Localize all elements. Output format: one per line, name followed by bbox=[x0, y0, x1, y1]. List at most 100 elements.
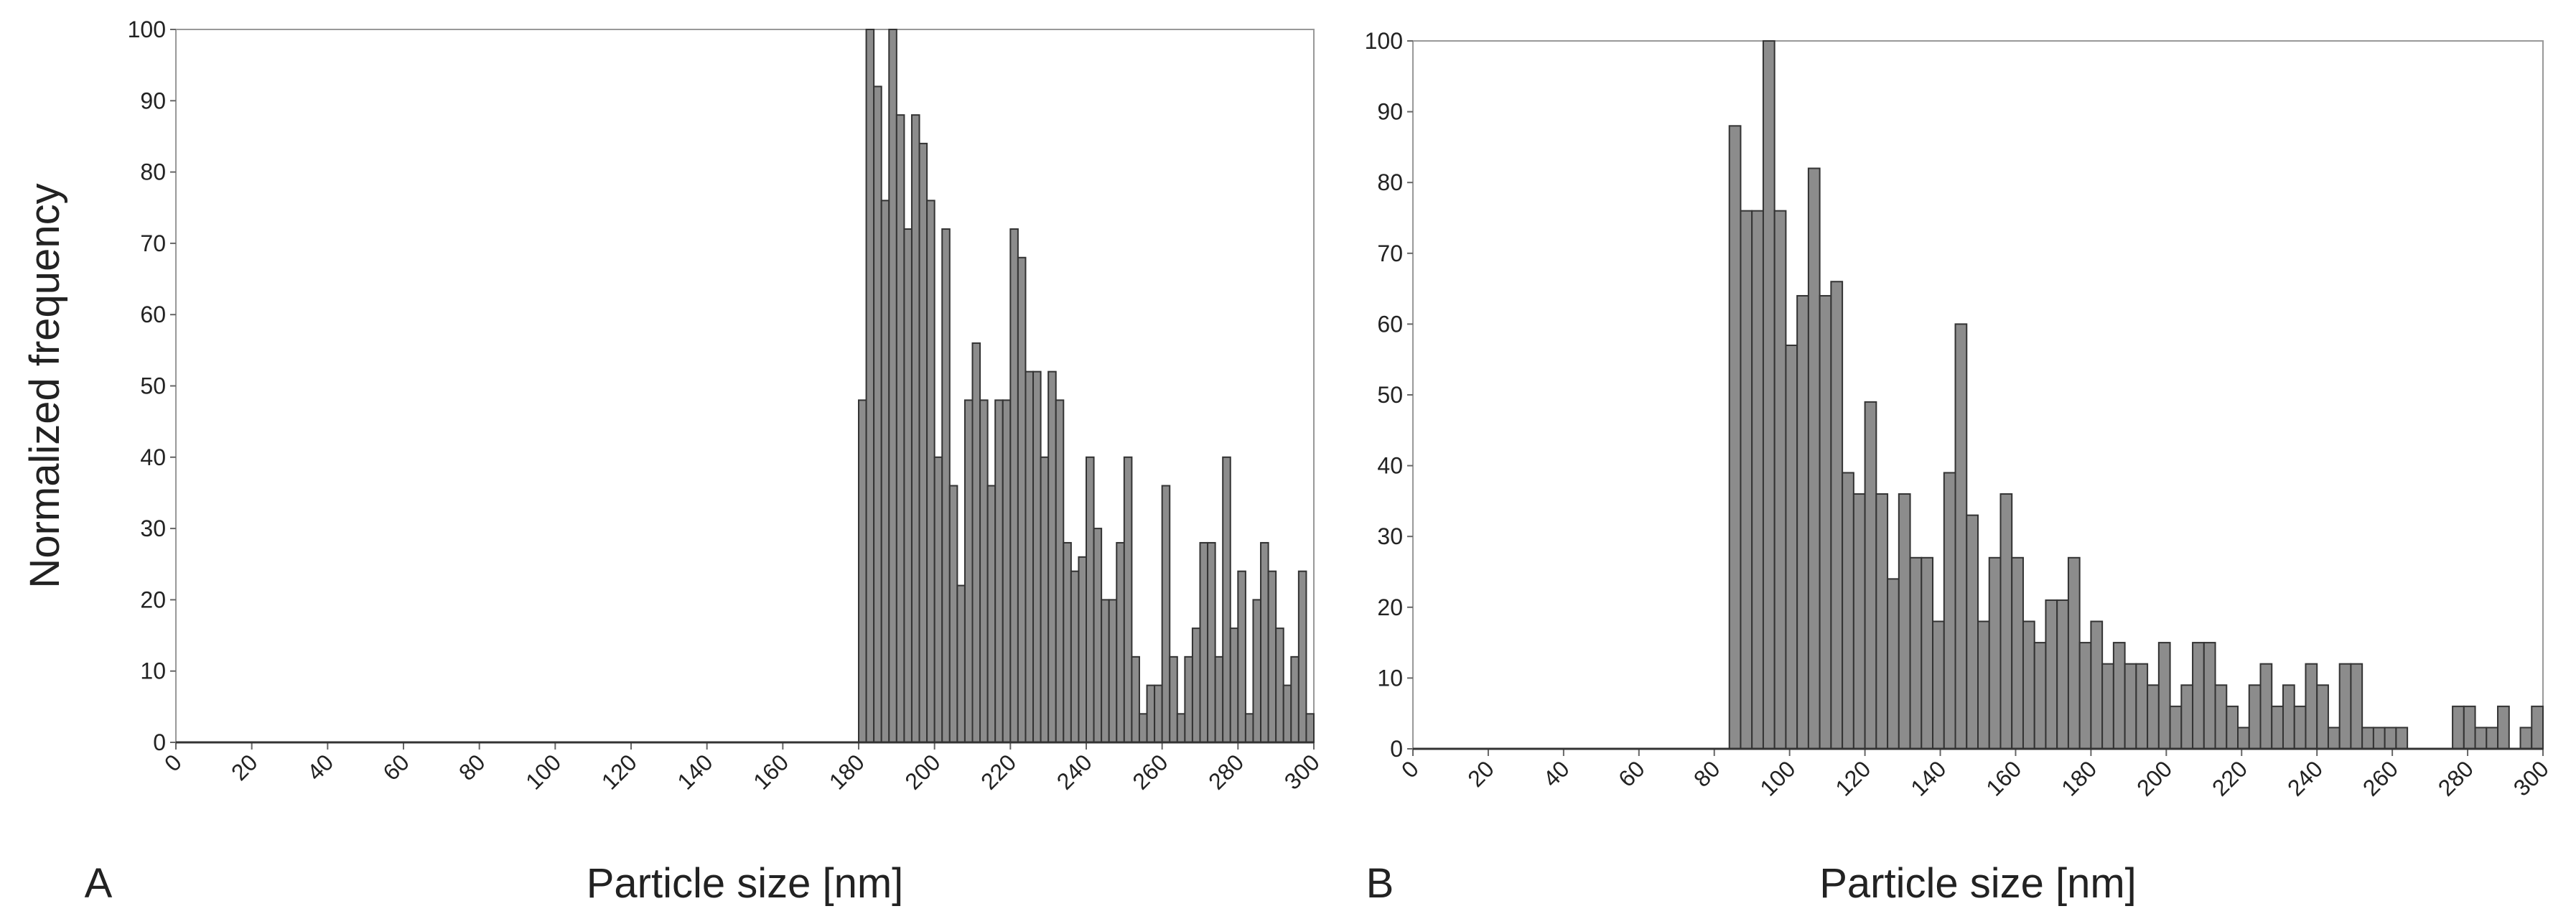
bar bbox=[2203, 642, 2216, 750]
x-tick-label: 100 bbox=[521, 749, 566, 794]
bar bbox=[2090, 620, 2104, 750]
y-tick-label: 100 bbox=[128, 17, 166, 42]
x-tick-label: 300 bbox=[1279, 749, 1325, 794]
x-tick-label: 160 bbox=[1981, 755, 2026, 801]
bar bbox=[948, 485, 958, 744]
bar bbox=[1751, 210, 1764, 750]
bar bbox=[1214, 655, 1224, 744]
bar bbox=[1864, 401, 1877, 750]
x-tick-label: 20 bbox=[226, 749, 263, 785]
bar bbox=[1898, 493, 1911, 750]
y-tick-label: 30 bbox=[1377, 523, 1403, 549]
bar bbox=[2124, 663, 2137, 750]
bar bbox=[888, 29, 897, 743]
bar bbox=[1773, 210, 1787, 750]
bar bbox=[1131, 655, 1140, 744]
bar bbox=[2214, 684, 2228, 750]
x-tick-label: 220 bbox=[2207, 755, 2252, 801]
bar bbox=[1063, 541, 1072, 744]
x-tick-label: 180 bbox=[824, 749, 869, 794]
bar bbox=[1830, 281, 1844, 750]
x-tick-label: 260 bbox=[2358, 755, 2403, 801]
bar bbox=[1290, 655, 1299, 744]
y-tick-label: 60 bbox=[140, 302, 166, 327]
x-tick-label: 260 bbox=[1127, 749, 1172, 794]
bar bbox=[2338, 663, 2352, 750]
x-tick-label: 140 bbox=[1905, 755, 1951, 801]
bar bbox=[2305, 663, 2318, 750]
bar bbox=[1191, 627, 1201, 743]
y-tick-label: 100 bbox=[1365, 28, 1403, 54]
x-axis-title: Particle size [nm] bbox=[587, 860, 904, 907]
bar bbox=[986, 485, 997, 744]
y-tick-label: 80 bbox=[140, 159, 166, 185]
bar bbox=[1852, 493, 1866, 750]
bar bbox=[1728, 125, 1742, 750]
bar bbox=[2361, 727, 2374, 750]
x-tick-label: 200 bbox=[2132, 755, 2177, 801]
bar bbox=[1887, 578, 1900, 750]
y-tick-label: 0 bbox=[153, 729, 166, 755]
y-tick-label: 40 bbox=[140, 444, 166, 470]
bar bbox=[1909, 556, 1923, 750]
bar bbox=[2316, 684, 2329, 750]
bar bbox=[2192, 642, 2205, 750]
bar bbox=[2531, 705, 2544, 750]
x-tick-label: 0 bbox=[159, 749, 187, 776]
bar bbox=[1138, 713, 1148, 744]
y-tick-label: 90 bbox=[140, 88, 166, 113]
bar bbox=[2282, 684, 2295, 750]
bar bbox=[2022, 620, 2035, 750]
bar bbox=[1017, 256, 1027, 743]
bar bbox=[1762, 40, 1775, 750]
bar bbox=[2452, 705, 2465, 750]
x-tick-label: 280 bbox=[1203, 749, 1249, 794]
y-tick-label: 50 bbox=[1377, 382, 1403, 408]
bar bbox=[2519, 727, 2533, 750]
bar bbox=[2293, 705, 2307, 750]
bar bbox=[1146, 684, 1156, 743]
bar bbox=[2372, 727, 2386, 750]
bar bbox=[1237, 570, 1246, 743]
x-tick-label: 20 bbox=[1462, 755, 1499, 792]
bar bbox=[1101, 599, 1110, 744]
bar bbox=[2078, 642, 2092, 750]
y-tick-label: 70 bbox=[140, 230, 166, 256]
bar bbox=[1260, 541, 1269, 744]
x-tick-label: 140 bbox=[672, 749, 717, 794]
bar bbox=[1002, 399, 1012, 743]
bar bbox=[910, 114, 920, 744]
bar bbox=[1086, 456, 1095, 743]
bar bbox=[1093, 528, 1103, 743]
panel-label: B bbox=[1366, 860, 1394, 907]
bar bbox=[1305, 713, 1315, 744]
bar bbox=[1252, 599, 1262, 744]
bar bbox=[2271, 705, 2284, 750]
bar bbox=[918, 142, 928, 743]
bar bbox=[994, 399, 1004, 743]
x-tick-label: 180 bbox=[2056, 755, 2101, 801]
y-tick-label: 60 bbox=[1377, 311, 1403, 337]
x-axis-title: Particle size [nm] bbox=[1819, 860, 2137, 907]
y-tick-label: 80 bbox=[1377, 169, 1403, 195]
bar bbox=[1275, 627, 1284, 743]
y-tick-label: 10 bbox=[1377, 665, 1403, 691]
x-tick-label: 120 bbox=[597, 749, 642, 794]
bar bbox=[933, 456, 943, 743]
bar bbox=[1040, 456, 1050, 743]
bar bbox=[1932, 620, 1945, 750]
bar bbox=[1176, 713, 1186, 744]
x-tick-label: 60 bbox=[1613, 755, 1650, 792]
bar bbox=[941, 228, 951, 744]
bar bbox=[2101, 663, 2114, 750]
bar bbox=[2463, 705, 2476, 750]
bar bbox=[963, 399, 974, 743]
x-tick-label: 220 bbox=[976, 749, 1021, 794]
x-tick-label: 80 bbox=[454, 749, 490, 785]
bar bbox=[1108, 599, 1118, 744]
bar bbox=[2135, 663, 2149, 750]
bar bbox=[2180, 684, 2194, 750]
bar bbox=[2011, 556, 2024, 750]
bar bbox=[1875, 493, 1889, 750]
